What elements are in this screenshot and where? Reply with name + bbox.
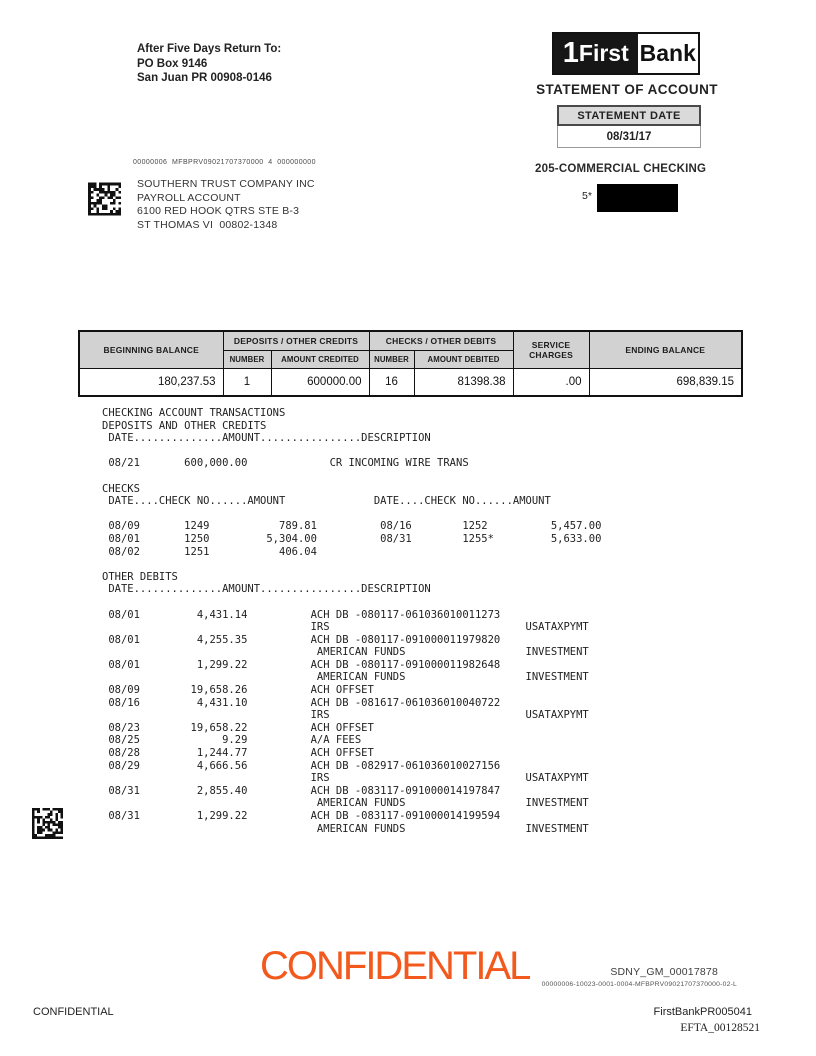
- confidential-watermark: CONFIDENTIAL: [260, 944, 531, 988]
- col-beginning-balance: BEGINNING BALANCE: [78, 330, 224, 369]
- logo-bank-segment: Bank: [637, 34, 698, 73]
- mail-processing-code: 00000006 MFBPRV09021707370000 4 00000000…: [133, 159, 316, 166]
- col-credits-number: NUMBER: [222, 349, 272, 369]
- datamatrix-barcode-top: [88, 182, 121, 216]
- statement-date-value: 08/31/17: [557, 126, 701, 148]
- col-debits-number: NUMBER: [368, 349, 415, 369]
- col-amount-credited: AMOUNT CREDITED: [270, 349, 370, 369]
- account-type-heading: 205-COMMERCIAL CHECKING: [535, 163, 707, 175]
- beginning-balance-value: 180,237.53: [78, 367, 224, 397]
- bates-number: FirstBankPR005041: [653, 1006, 752, 1018]
- col-ending-balance: ENDING BALANCE: [588, 330, 743, 369]
- transactions-text: CHECKING ACCOUNT TRANSACTIONS DEPOSITS A…: [102, 407, 602, 835]
- deposits-amount-value: 600000.00: [270, 367, 370, 397]
- deposits-number-value: 1: [222, 367, 272, 397]
- account-holder-address: SOUTHERN TRUST COMPANY INC PAYROLL ACCOU…: [137, 178, 315, 232]
- account-number-redaction-box: [597, 184, 678, 212]
- firstbank-logo: 1 First Bank: [552, 32, 700, 75]
- service-charges-value: .00: [512, 367, 590, 397]
- datamatrix-barcode-bottom: [32, 807, 63, 840]
- sdny-stamp: SDNY_GM_00017878: [610, 966, 718, 978]
- col-checks-other-debits: CHECKS / OTHER DEBITS: [368, 330, 514, 351]
- efta-number: EFTA_00128521: [680, 1022, 760, 1034]
- ending-balance-value: 698,839.15: [588, 367, 743, 397]
- return-address: After Five Days Return To: PO Box 9146 S…: [137, 43, 282, 85]
- statement-date-label: STATEMENT DATE: [557, 105, 701, 126]
- logo-one-text: 1: [562, 37, 579, 69]
- account-summary-table: BEGINNING BALANCE DEPOSITS / OTHER CREDI…: [78, 330, 744, 397]
- account-number-prefix: 5*: [582, 190, 592, 202]
- col-deposits-other-credits: DEPOSITS / OTHER CREDITS: [222, 330, 370, 351]
- statement-of-account-title: STATEMENT OF ACCOUNT: [536, 82, 718, 97]
- col-amount-debited: AMOUNT DEBITED: [413, 349, 514, 369]
- checks-number-value: 16: [368, 367, 415, 397]
- logo-first-text: First: [578, 40, 629, 66]
- logo-bank-text: Bank: [639, 40, 696, 66]
- col-service-charges: SERVICE CHARGES: [512, 330, 590, 369]
- footer-confidential-label: CONFIDENTIAL: [33, 1006, 114, 1018]
- logo-first-segment: 1 First: [554, 34, 638, 73]
- production-code: 00000006-10023-0001-0004-MFBPRV090217073…: [541, 981, 737, 988]
- checks-amount-value: 81398.38: [413, 367, 514, 397]
